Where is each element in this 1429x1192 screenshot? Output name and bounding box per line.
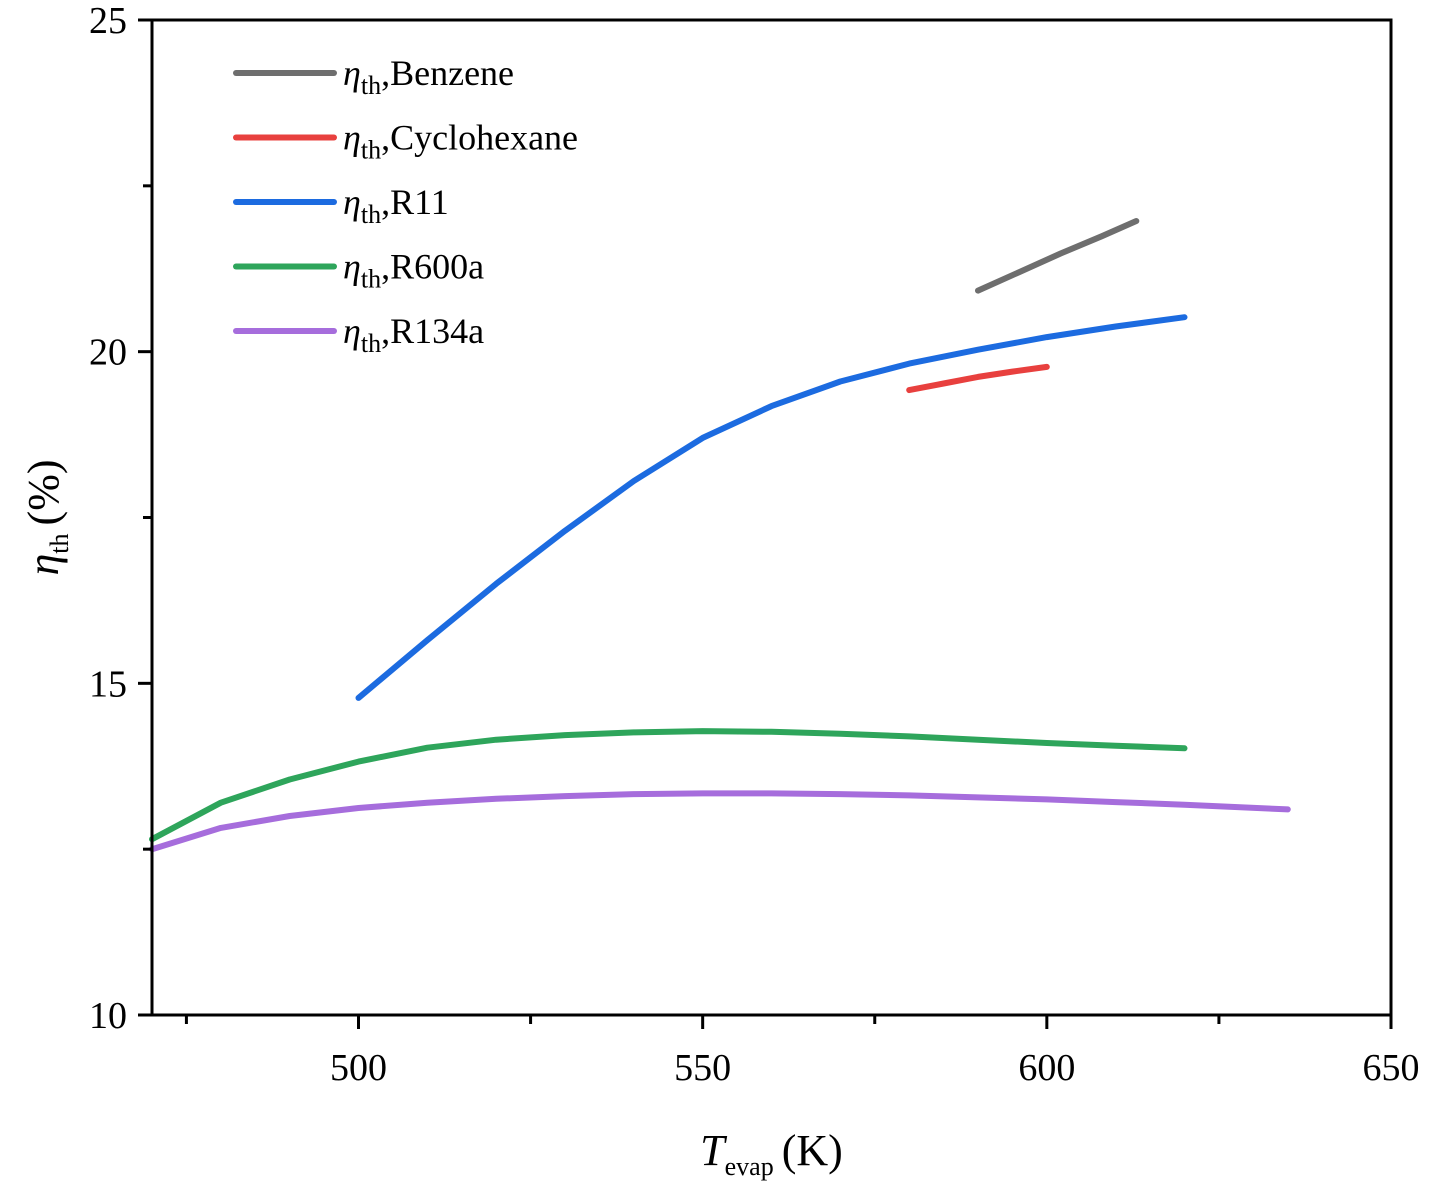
legend-subscript: th (361, 200, 381, 229)
legend-item-r600a: ηth,R600a (233, 247, 484, 294)
ticks-layer: 500 550 600 650 10 15 20 25 (89, 0, 1420, 1089)
legend-series-name: ,Cyclohexane (381, 118, 578, 158)
legend-subscript: th (361, 329, 381, 358)
x-tick-label: 500 (330, 1047, 387, 1089)
y-axis-title: ηth (%) (19, 459, 74, 575)
y-axis-symbol: η (19, 554, 68, 576)
legend-item-r11: ηth,R11 (233, 182, 449, 229)
legend-symbol: η (343, 182, 361, 222)
legend-subscript: th (361, 265, 381, 294)
legend-label: ηth,R134a (343, 311, 484, 358)
y-tick-label: 15 (89, 663, 127, 705)
legend-label: ηth,Cyclohexane (343, 118, 578, 165)
legend-symbol: η (343, 247, 361, 287)
series-line-r600a (149, 728, 1188, 843)
x-axis-symbol: T (700, 1126, 728, 1175)
series-line-r134a (149, 790, 1291, 853)
series-line-r11 (355, 314, 1188, 701)
legend-label: ηth,R600a (343, 247, 484, 294)
legend-item-benzene: ηth,Benzene (233, 53, 514, 100)
legend-series-name: ,R134a (381, 311, 484, 351)
x-tick-label: 650 (1363, 1047, 1420, 1089)
legend-symbol: η (343, 118, 361, 158)
legend-item-cyclohexane: ηth,Cyclohexane (233, 118, 578, 165)
x-axis-subscript: evap (725, 1152, 774, 1181)
legend-item-r134a: ηth,R134a (233, 311, 484, 358)
y-tick-label: 20 (89, 332, 127, 374)
legend-subscript: th (361, 71, 381, 100)
x-tick-label: 550 (674, 1047, 731, 1089)
y-tick-label: 10 (89, 995, 127, 1037)
legend-series-name: ,Benzene (381, 53, 514, 93)
legend-series-name: ,R11 (381, 182, 449, 222)
legend-symbol: η (343, 311, 361, 351)
plot-frame (150, 18, 1393, 1017)
series-layer (149, 218, 1291, 853)
legend-label: ηth,Benzene (343, 53, 514, 100)
y-tick-label: 25 (89, 0, 127, 42)
x-tick-label: 600 (1018, 1047, 1075, 1089)
legend-label: ηth,R11 (343, 182, 449, 229)
legend-symbol: η (343, 53, 361, 93)
y-axis-unit: (%) (19, 459, 68, 525)
legend-series-name: ,R600a (381, 247, 484, 287)
y-axis-subscript: th (45, 533, 74, 553)
series-line-benzene (975, 218, 1140, 294)
x-axis-unit: (K) (782, 1126, 843, 1175)
series-line-cyclohexane (906, 363, 1050, 394)
x-axis-title: Tevap (K) (700, 1126, 843, 1181)
legend: ηth,Benzeneηth,Cyclohexaneηth,R11ηth,R60… (233, 53, 578, 358)
legend-subscript: th (361, 136, 381, 165)
